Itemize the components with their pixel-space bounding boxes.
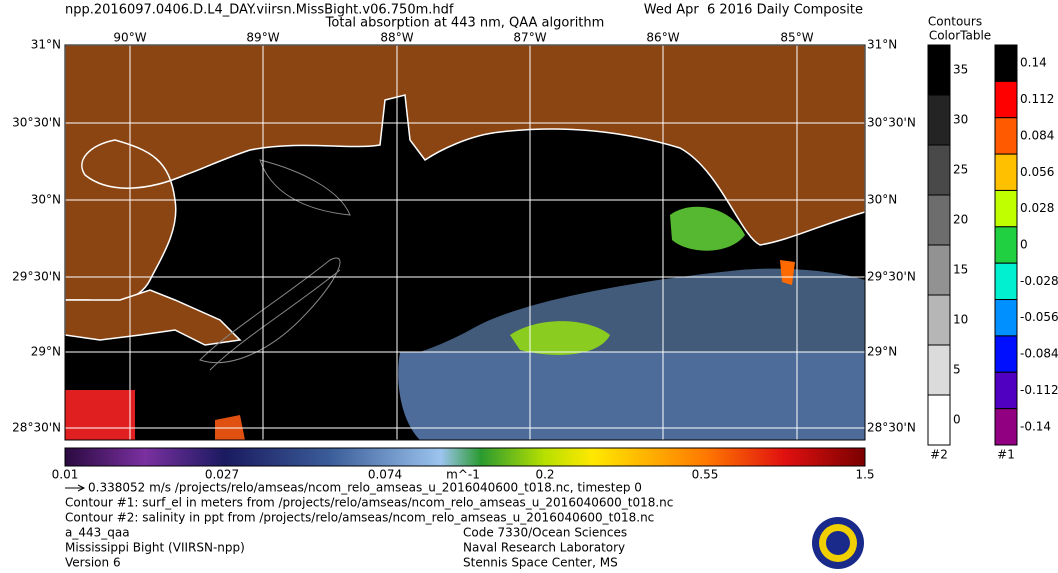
legend-swatch bbox=[927, 294, 951, 346]
latitude-label: 29°30'N bbox=[12, 270, 61, 284]
legend-label: 0.14 bbox=[1020, 56, 1047, 70]
latitude-label: 31°N bbox=[867, 38, 897, 52]
latitude-label: 28°30'N bbox=[867, 421, 916, 435]
legend-label: -0.084 bbox=[1020, 347, 1058, 361]
latitude-label: 30°N bbox=[31, 193, 61, 207]
legend-swatch bbox=[927, 94, 951, 146]
legend-swatch bbox=[927, 344, 951, 396]
longitude-label: 85°W bbox=[780, 31, 813, 45]
legend-label: 10 bbox=[953, 313, 968, 327]
legend-swatch bbox=[927, 244, 951, 296]
legend-swatch bbox=[994, 262, 1018, 301]
footer-text: Stennis Space Center, MS bbox=[463, 556, 618, 570]
longitude-label: 88°W bbox=[380, 31, 413, 45]
footer-text: Mississippi Bight (VIIRSN-npp) bbox=[65, 541, 245, 555]
colorbar-unit: m^-1 bbox=[446, 468, 480, 482]
map bbox=[64, 44, 866, 441]
legend-swatch bbox=[994, 189, 1018, 228]
colorbar-label: 0.027 bbox=[205, 468, 239, 482]
legend-label: 0.056 bbox=[1020, 165, 1054, 179]
legend-label: 15 bbox=[953, 263, 968, 277]
footer-text: Contour #1: surf_el in meters from /proj… bbox=[65, 496, 673, 510]
legend-name: #1 bbox=[997, 448, 1015, 462]
colorbar-label: 1.5 bbox=[855, 468, 874, 482]
footer-text: Version 6 bbox=[65, 556, 121, 570]
longitude-label: 86°W bbox=[646, 31, 679, 45]
footer-text: Naval Research Laboratory bbox=[463, 541, 625, 555]
latitude-label: 31°N bbox=[31, 38, 61, 52]
title: Total absorption at 443 nm, QAA algorith… bbox=[325, 16, 605, 31]
latitude-label: 30°N bbox=[867, 193, 897, 207]
colorbar bbox=[64, 447, 866, 467]
longitude-label: 90°W bbox=[113, 31, 146, 45]
legend-swatch bbox=[927, 194, 951, 246]
legend-label: -0.14 bbox=[1020, 419, 1051, 433]
latitude-label: 29°30'N bbox=[867, 270, 916, 284]
legend-label: -0.028 bbox=[1020, 274, 1058, 288]
legend-label: 35 bbox=[953, 63, 968, 77]
legend-label: 25 bbox=[953, 163, 968, 177]
longitude-label: 87°W bbox=[513, 31, 546, 45]
legend-title: ColorTable bbox=[929, 29, 991, 43]
colorbar-label: 0.2 bbox=[535, 468, 554, 482]
legend-swatch bbox=[994, 117, 1018, 155]
file-name: npp.2016097.0406.D.L4_DAY.viirsn.MissBig… bbox=[65, 3, 454, 18]
legend-swatch bbox=[994, 226, 1018, 264]
logo bbox=[812, 517, 864, 569]
latitude-label: 30°30'N bbox=[867, 116, 916, 130]
date: Wed Apr 6 2016 Daily Composite bbox=[644, 3, 863, 18]
legend-title: Contours bbox=[928, 15, 982, 29]
legend-swatch bbox=[994, 299, 1018, 337]
latitude-label: 29°N bbox=[867, 345, 897, 359]
legend-swatch bbox=[927, 394, 951, 446]
legend-label: 20 bbox=[953, 213, 968, 227]
legend-label: -0.056 bbox=[1020, 310, 1058, 324]
legend-label: 0 bbox=[1020, 238, 1028, 252]
legend-label: 0 bbox=[953, 413, 961, 427]
legend-swatch bbox=[994, 153, 1018, 191]
footer-text: Code 7330/Ocean Sciences bbox=[463, 526, 627, 540]
legend-swatch bbox=[994, 80, 1018, 119]
colorbar-label: 0.01 bbox=[52, 468, 79, 482]
legend-label: 0.112 bbox=[1020, 92, 1054, 106]
legend-label: 0.028 bbox=[1020, 201, 1054, 215]
legend-swatch bbox=[994, 335, 1018, 373]
latitude-label: 29°N bbox=[31, 345, 61, 359]
footer-text: Contour #2: salinity in ppt from /projec… bbox=[65, 511, 654, 525]
footer-text: a_443_qaa bbox=[65, 526, 130, 540]
longitude-label: 89°W bbox=[246, 31, 279, 45]
legend-label: 5 bbox=[953, 363, 961, 377]
legend-label: 0.084 bbox=[1020, 128, 1054, 142]
footer-text: 0.338052 m/s /projects/relo/amseas/ncom_… bbox=[88, 481, 642, 495]
legend-label: 30 bbox=[953, 113, 968, 127]
colorbar-label: 0.074 bbox=[368, 468, 402, 482]
latitude-label: 28°30'N bbox=[12, 421, 61, 435]
legend-swatch bbox=[994, 371, 1018, 410]
legend-swatch bbox=[994, 44, 1018, 82]
legend-swatch bbox=[994, 408, 1018, 446]
legend-label: -0.112 bbox=[1020, 383, 1058, 397]
legend-swatch bbox=[927, 144, 951, 196]
legend-name: #2 bbox=[930, 448, 948, 462]
colorbar-label: 0.55 bbox=[692, 468, 719, 482]
legend-swatch bbox=[927, 44, 951, 96]
vector-arrow bbox=[65, 484, 86, 492]
latitude-label: 30°30'N bbox=[12, 116, 61, 130]
